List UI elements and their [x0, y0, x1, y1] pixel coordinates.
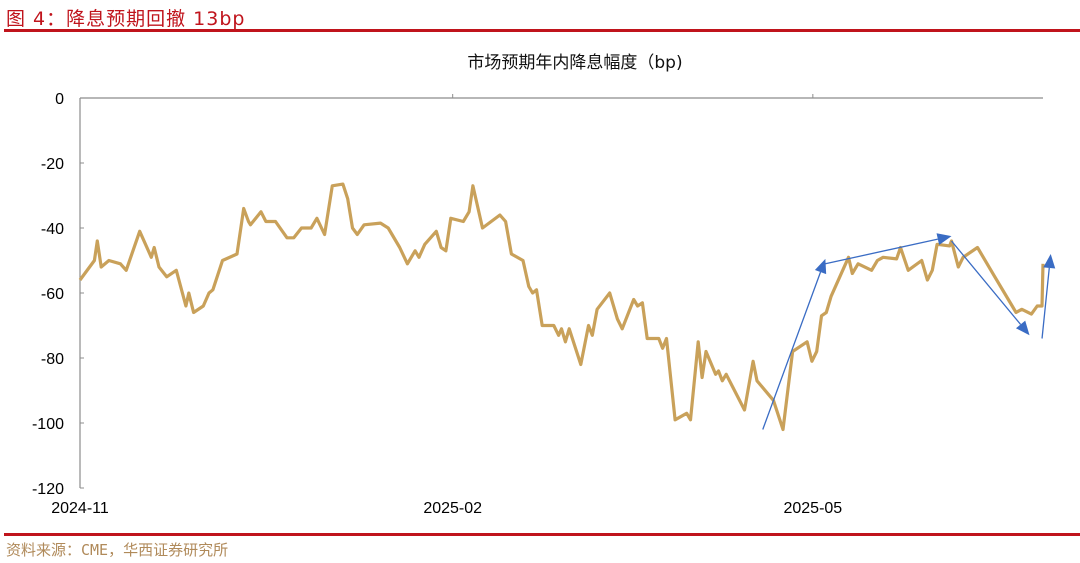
trend-arrow-line	[762, 271, 822, 430]
trend-arrows	[762, 233, 1056, 430]
x-tick-label: 2025-05	[783, 500, 842, 517]
figure-title: 图 4：降息预期回撤 13bp	[6, 8, 246, 30]
y-tick-label: -100	[32, 416, 64, 433]
y-tick-label: -40	[41, 221, 64, 238]
trend-arrow-line	[951, 240, 1022, 325]
y-tick-label: -80	[41, 351, 64, 368]
source-note: 资料来源：CME，华西证券研究所	[6, 541, 229, 559]
y-tick-label: -20	[41, 156, 64, 173]
trend-arrow-line	[1041, 267, 1050, 339]
arrow-head-icon	[1043, 254, 1056, 269]
arrow-head-icon	[936, 233, 952, 245]
chart-series	[78, 182, 1045, 432]
footer-rule	[4, 533, 1080, 536]
y-tick-label: -120	[32, 481, 64, 498]
chart-axes: 0 -20 -40 -60 -80 -100 -120 2024-11 2025-02 2025-…	[32, 91, 1043, 517]
chart-title: 市场预期年内降息幅度（bp)	[467, 53, 683, 73]
trend-arrow-line	[825, 238, 938, 265]
arrow-head-icon	[814, 258, 827, 275]
arrow-head-icon	[1015, 320, 1030, 336]
title-rule	[4, 29, 1080, 32]
y-tick-label: 0	[55, 91, 64, 108]
series-line	[78, 182, 1045, 432]
x-tick-label: 2024-11	[51, 500, 109, 517]
y-tick-label: -60	[41, 286, 64, 303]
x-tick-label: 2025-02	[423, 500, 482, 517]
